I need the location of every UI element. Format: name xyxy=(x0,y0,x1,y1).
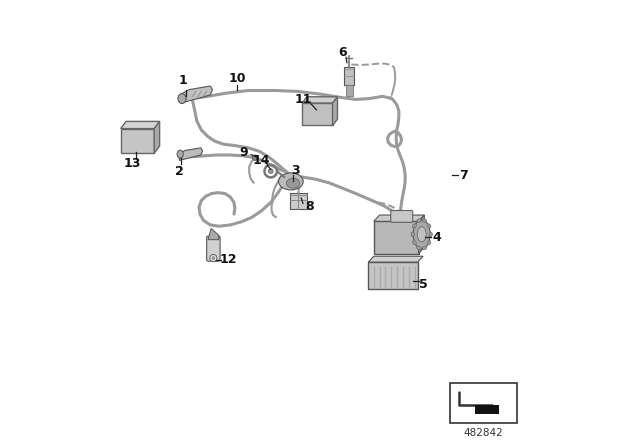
Text: 3: 3 xyxy=(291,164,300,177)
FancyBboxPatch shape xyxy=(302,103,333,125)
Polygon shape xyxy=(374,215,424,221)
Text: 7: 7 xyxy=(459,169,468,182)
Ellipse shape xyxy=(417,246,421,250)
Polygon shape xyxy=(154,121,159,153)
Text: 9: 9 xyxy=(239,146,248,159)
FancyBboxPatch shape xyxy=(450,383,517,423)
Ellipse shape xyxy=(413,224,417,228)
Text: 8: 8 xyxy=(305,200,314,214)
Ellipse shape xyxy=(429,232,433,237)
Ellipse shape xyxy=(422,246,427,250)
Polygon shape xyxy=(179,148,203,160)
FancyBboxPatch shape xyxy=(369,262,418,289)
Ellipse shape xyxy=(417,227,426,242)
Text: 2: 2 xyxy=(175,164,183,178)
Ellipse shape xyxy=(427,224,431,228)
Polygon shape xyxy=(419,215,424,254)
Ellipse shape xyxy=(177,150,184,158)
FancyBboxPatch shape xyxy=(291,193,307,209)
Polygon shape xyxy=(369,256,423,262)
Ellipse shape xyxy=(417,219,421,223)
Text: 6: 6 xyxy=(338,46,347,60)
Ellipse shape xyxy=(178,94,186,103)
Ellipse shape xyxy=(278,173,303,190)
FancyBboxPatch shape xyxy=(374,221,419,254)
Circle shape xyxy=(212,257,215,259)
Ellipse shape xyxy=(411,232,415,237)
Ellipse shape xyxy=(413,241,417,245)
Text: 4: 4 xyxy=(432,231,441,244)
Ellipse shape xyxy=(427,241,431,245)
Circle shape xyxy=(252,155,258,160)
Text: 13: 13 xyxy=(124,157,141,170)
Text: 11: 11 xyxy=(294,93,312,106)
Circle shape xyxy=(269,169,273,173)
FancyBboxPatch shape xyxy=(346,85,353,96)
Ellipse shape xyxy=(287,178,300,188)
Polygon shape xyxy=(181,86,212,103)
Circle shape xyxy=(210,254,217,262)
Polygon shape xyxy=(121,121,159,129)
Text: 14: 14 xyxy=(253,154,271,167)
Polygon shape xyxy=(208,228,219,240)
Text: 12: 12 xyxy=(220,253,237,267)
Polygon shape xyxy=(302,97,337,103)
Text: 5: 5 xyxy=(419,278,428,291)
Text: 1: 1 xyxy=(179,74,188,87)
FancyBboxPatch shape xyxy=(391,211,413,222)
Ellipse shape xyxy=(413,220,430,249)
FancyBboxPatch shape xyxy=(475,405,499,414)
Text: 482842: 482842 xyxy=(463,428,504,438)
Ellipse shape xyxy=(422,219,427,223)
FancyBboxPatch shape xyxy=(121,129,154,153)
FancyBboxPatch shape xyxy=(207,236,220,261)
Polygon shape xyxy=(333,97,337,125)
Text: 10: 10 xyxy=(228,72,246,85)
FancyBboxPatch shape xyxy=(344,67,355,85)
